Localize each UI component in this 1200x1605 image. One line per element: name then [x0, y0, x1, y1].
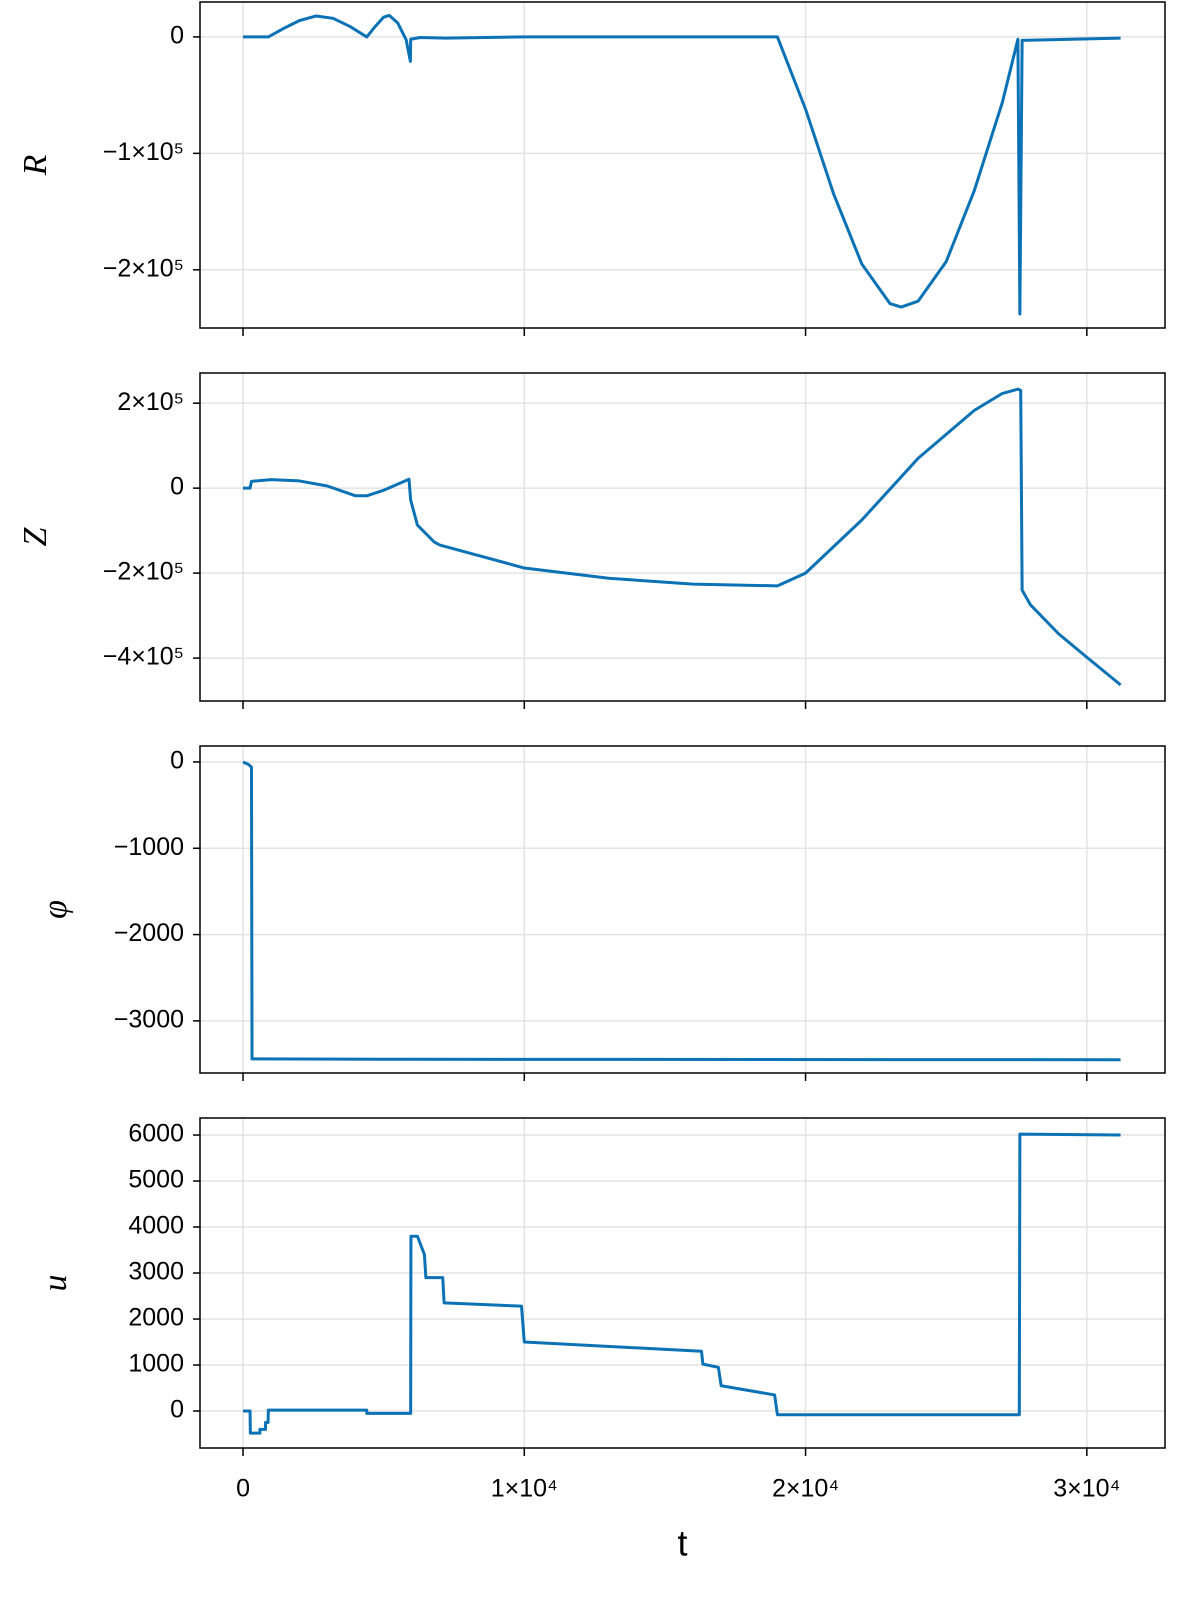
y-tick-label: 0 [170, 747, 184, 775]
y-tick-label: 0 [170, 1396, 184, 1424]
plot-frame [199, 745, 1166, 1074]
x-tick-label: 3×10⁴ [1053, 1475, 1120, 1503]
y-tick-label: −2×10⁵ [103, 254, 184, 282]
data-line [243, 1132, 1121, 1435]
y-tick-label: −2×10⁵ [103, 558, 184, 586]
y-tick-label: −2000 [114, 919, 184, 947]
y-axis-label: u [37, 1275, 74, 1292]
y-tick-label: 5000 [128, 1166, 184, 1194]
y-tick-label: 1000 [128, 1350, 184, 1378]
y-axis-label: R [17, 154, 54, 176]
y-tick-label: −1×10⁵ [103, 138, 184, 166]
data-line [242, 760, 1121, 1062]
plot-frame [199, 1, 1166, 329]
y-tick-label: 3000 [128, 1258, 184, 1286]
data-line [243, 387, 1122, 687]
y-axis-label: Z [17, 526, 54, 546]
y-tick-label: −3000 [114, 1005, 184, 1033]
y-tick-label: 0 [170, 473, 184, 501]
x-tick-label: 0 [236, 1475, 250, 1503]
plot-frame [199, 1117, 1166, 1449]
y-tick-label: 6000 [128, 1120, 184, 1148]
y-axis-label: φ [37, 900, 74, 919]
x-axis-label: t [677, 1523, 687, 1564]
y-tick-label: 2×10⁵ [117, 388, 184, 416]
x-tick-label: 2×10⁴ [772, 1475, 839, 1503]
y-tick-label: −1000 [114, 833, 184, 861]
y-tick-label: 2000 [128, 1304, 184, 1332]
y-tick-label: 0 [170, 22, 184, 50]
plot-frame [199, 372, 1166, 702]
x-tick-label: 1×10⁴ [491, 1475, 558, 1503]
y-tick-label: 4000 [128, 1212, 184, 1240]
data-line [243, 13, 1121, 316]
y-tick-label: −4×10⁵ [103, 643, 184, 671]
